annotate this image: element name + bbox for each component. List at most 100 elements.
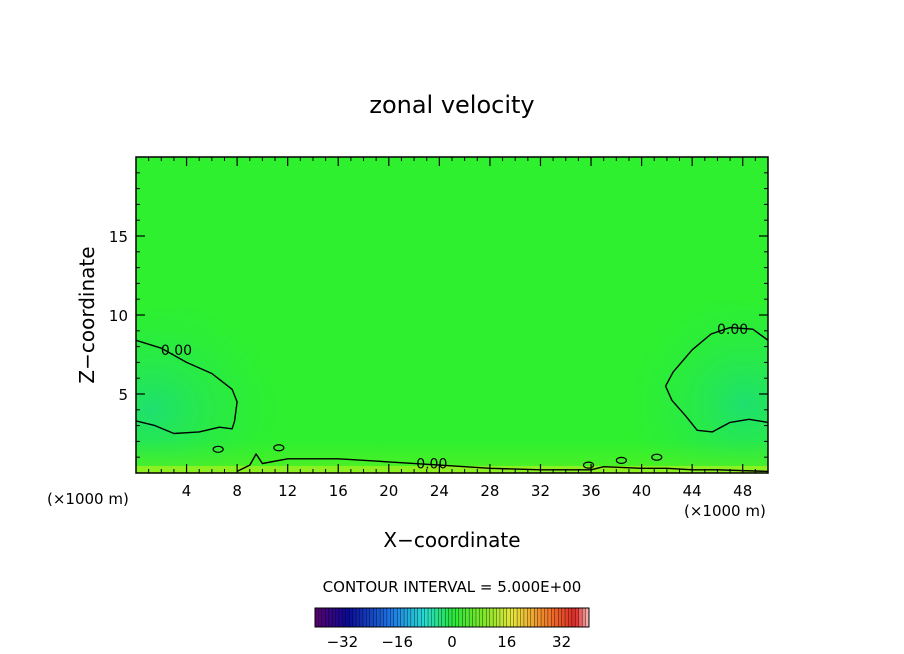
contour-zero-left: [136, 339, 238, 435]
x-tick-label: 4: [182, 482, 192, 500]
colorbar-cell: [462, 607, 467, 628]
colorbar-cell: [455, 607, 460, 628]
colorbar-cell: [564, 607, 569, 628]
colorbar-cell: [400, 607, 405, 628]
colorbar-cell: [520, 607, 525, 628]
x-tick-label: 20: [379, 482, 398, 500]
colorbar-cell: [557, 607, 563, 628]
colorbar-cell: [554, 607, 559, 628]
x-tick-label: 36: [581, 482, 600, 500]
colorbar-cell: [355, 607, 361, 628]
colorbar-cell: [448, 607, 453, 628]
colorbar-cell: [571, 607, 576, 628]
colorbar-cell: [342, 607, 347, 628]
colorbar-tick-label: −16: [381, 633, 413, 651]
contour-small-closed: [615, 456, 627, 464]
y-axis-label: Z−coordinate: [75, 246, 99, 383]
x-tick-label: 40: [632, 482, 651, 500]
colorbar-cell: [314, 607, 319, 628]
colorbar-cell: [551, 607, 556, 628]
colorbar: [314, 607, 590, 628]
colorbar-cell: [540, 607, 545, 628]
colorbar-cell: [547, 607, 552, 628]
colorbar-cell: [530, 607, 535, 628]
colorbar-cell: [427, 607, 432, 628]
y-tick-label: 5: [118, 386, 128, 404]
colorbar-cell: [486, 607, 491, 628]
colorbar-cell: [420, 607, 426, 628]
x-tick-label: 8: [232, 482, 242, 500]
colorbar-cell: [510, 607, 515, 628]
colorbar-cell: [366, 607, 371, 628]
y-tick-label: 10: [109, 307, 128, 325]
x-axis-label: X−coordinate: [383, 528, 520, 552]
colorbar-cell: [523, 607, 528, 628]
contour-label: 0.00: [161, 343, 192, 359]
colorbar-cell: [458, 607, 463, 628]
colorbar-cell: [438, 607, 443, 628]
colorbar-cell: [441, 607, 446, 628]
colorbar-cell: [568, 607, 573, 628]
colorbar-cell: [472, 607, 477, 628]
colorbar-tick-label: 0: [447, 633, 457, 651]
colorbar-cell: [534, 607, 539, 628]
x-tick-label: 32: [531, 482, 550, 500]
colorbar-cell: [482, 607, 487, 628]
colorbar-cell: [318, 607, 323, 628]
colorbar-cell: [383, 607, 388, 628]
colorbar-cell: [359, 607, 364, 628]
contour-label: 0.00: [416, 457, 447, 473]
colorbar-cell: [331, 607, 337, 628]
colorbar-cell: [578, 607, 583, 628]
colorbar-cell: [393, 607, 398, 628]
contour-label: 0.00: [717, 322, 748, 338]
contour-zero-right: [664, 326, 768, 433]
colorbar-cell: [479, 607, 484, 628]
colorbar-cell: [451, 607, 456, 628]
colorbar-tick-label: 16: [497, 633, 516, 651]
colorbar-cell: [321, 607, 326, 628]
low-zone-right: [625, 300, 768, 473]
colorbar-cell: [376, 607, 381, 628]
colorbar-cell: [352, 607, 357, 628]
colorbar-cell: [465, 607, 470, 628]
colorbar-tick-label: 32: [552, 633, 571, 651]
colorbar-cell: [328, 607, 333, 628]
colorbar-cell: [561, 607, 566, 628]
colorbar-cell: [499, 607, 504, 628]
colorbar-cell: [575, 607, 580, 628]
colorbar-cell: [475, 607, 480, 628]
x-tick-label: 12: [278, 482, 297, 500]
colorbar-cell: [544, 607, 549, 628]
x-axis-ticks: 4 8 12 16 20 24 28 32 36 40 44 48: [148, 157, 756, 500]
colorbar-cell: [373, 607, 378, 628]
colorbar-cell: [379, 607, 384, 628]
colorbar-cell: [424, 607, 429, 628]
colorbar-tick-labels: −32 −16 0 16 32: [327, 633, 572, 651]
colorbar-tick-label: −32: [327, 633, 359, 651]
colorbar-cell: [390, 607, 395, 628]
colorbar-cell: [513, 607, 518, 628]
colorbar-cell: [581, 607, 587, 628]
x-tick-label: 16: [329, 482, 348, 500]
field-fill: [136, 157, 768, 473]
colorbar-cell: [335, 607, 340, 628]
colorbar-cell: [434, 607, 439, 628]
colorbar-cell: [496, 607, 501, 628]
colorbar-cell: [362, 607, 367, 628]
colorbar-cell: [506, 607, 511, 628]
colorbar-cell: [444, 607, 450, 628]
x-unit-right: (×1000 m): [684, 502, 766, 520]
x-unit-left: (×1000 m): [47, 490, 129, 508]
colorbar-cell: [431, 607, 436, 628]
chart-title: zonal velocity: [369, 91, 534, 119]
low-zone-left: [136, 305, 295, 473]
colorbar-cell: [537, 607, 542, 628]
colorbar-cell: [516, 607, 521, 628]
colorbar-cell: [407, 607, 412, 628]
contour-small-closed: [212, 445, 224, 453]
colorbar-cell: [414, 607, 419, 628]
x-tick-label: 24: [430, 482, 449, 500]
y-tick-label: 15: [109, 228, 128, 246]
colorbar-cell: [468, 607, 474, 628]
